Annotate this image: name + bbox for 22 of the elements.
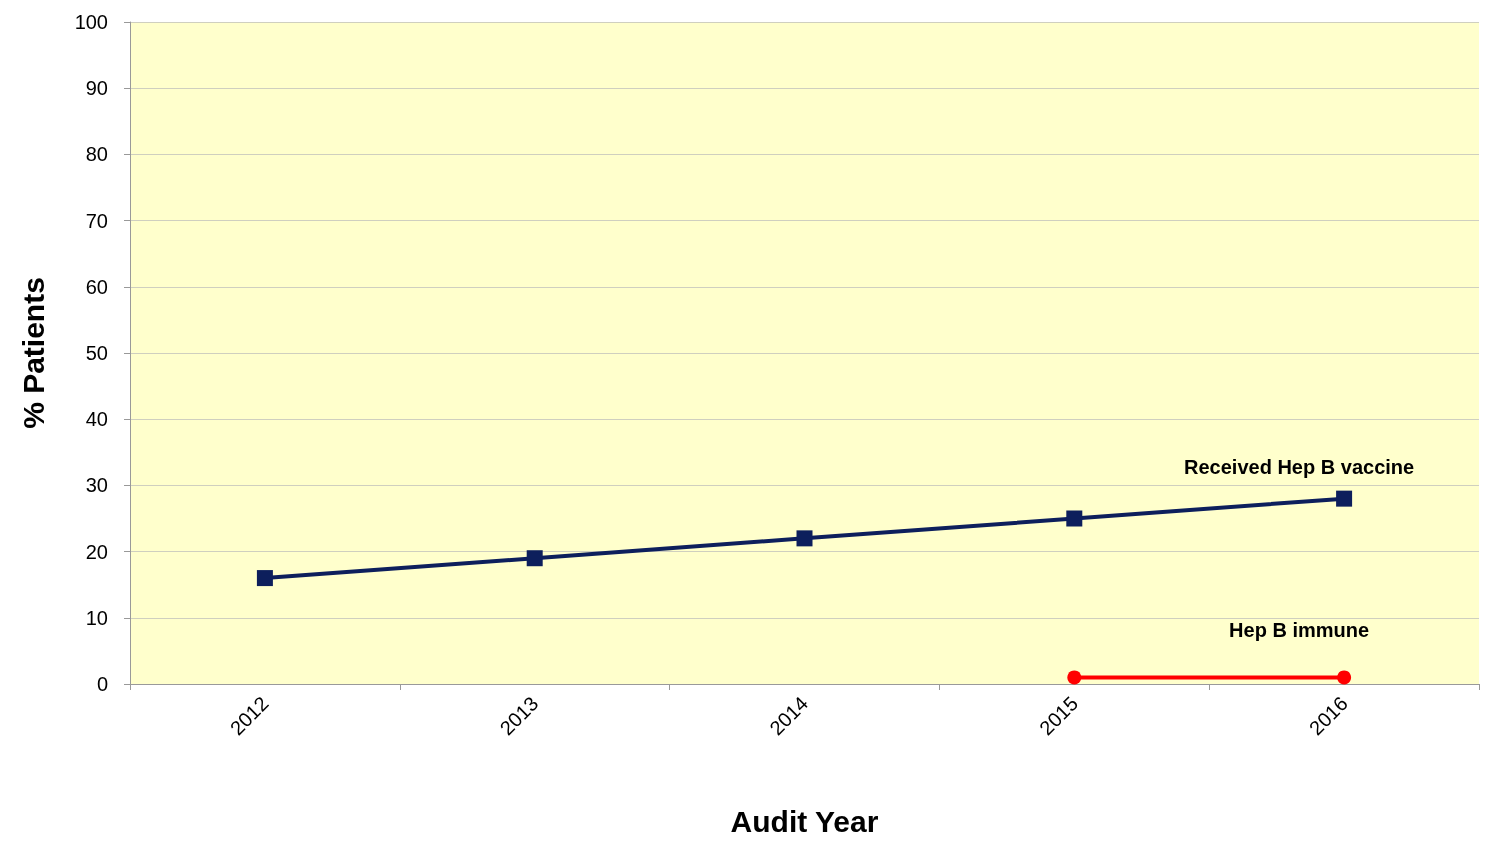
point	[1067, 670, 1082, 685]
point	[1337, 670, 1352, 685]
y-tick-label: 30	[85, 474, 108, 497]
series-label: Hep B immune	[1229, 619, 1370, 642]
y-tick-label: 70	[85, 209, 108, 232]
point	[1336, 490, 1353, 507]
y-tick-label: 90	[85, 77, 108, 100]
y-tick-label: 20	[85, 540, 108, 563]
y-tick-label: 0	[96, 673, 108, 695]
y-tick-label: 80	[85, 143, 108, 166]
point	[256, 570, 273, 587]
y-axis-title: % Patients	[16, 277, 50, 429]
y-tick-label: 40	[85, 408, 108, 431]
y-tick-label: 60	[85, 275, 108, 298]
point	[526, 550, 543, 567]
point	[1066, 510, 1083, 527]
y-tick-label: 50	[85, 342, 108, 364]
x-axis-title: Audit Year	[730, 804, 879, 838]
y-tick-label: 100	[74, 11, 108, 33]
series-label: Received Hep B vaccine	[1184, 455, 1415, 478]
y-tick-label: 10	[85, 606, 108, 629]
point	[796, 530, 813, 547]
